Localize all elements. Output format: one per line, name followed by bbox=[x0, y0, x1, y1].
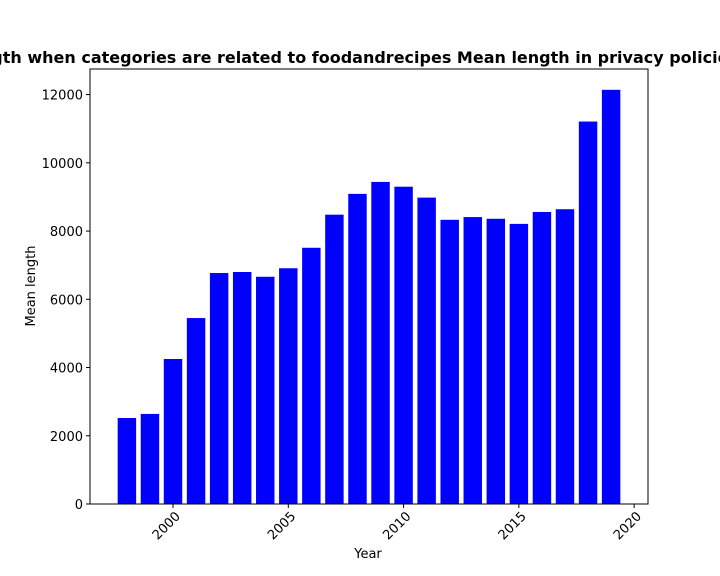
x-tick-label: 2020 bbox=[611, 509, 645, 543]
x-tick-label: 2010 bbox=[380, 509, 414, 543]
y-tick-label: 8000 bbox=[50, 225, 83, 240]
x-tick-label: 2005 bbox=[265, 509, 299, 543]
plot-frame bbox=[89, 68, 649, 505]
bar-2012 bbox=[440, 219, 459, 505]
bar-2014 bbox=[486, 218, 506, 504]
bar-2009 bbox=[371, 181, 390, 504]
bar-2005 bbox=[279, 268, 298, 504]
bar-2015 bbox=[509, 223, 529, 504]
bar-2003 bbox=[232, 272, 252, 504]
y-tick-label: 12000 bbox=[42, 89, 83, 104]
bar-2011 bbox=[417, 197, 436, 504]
x-axis: 2000 2005 2010 2015 2020 bbox=[150, 504, 645, 543]
y-tick-label: 2000 bbox=[50, 430, 83, 445]
x-tick-label: 2015 bbox=[496, 509, 530, 543]
bar-2018 bbox=[578, 121, 598, 504]
y-tick-label: 10000 bbox=[42, 157, 83, 172]
bar-2010 bbox=[394, 186, 413, 504]
bar-2019 bbox=[601, 89, 621, 504]
y-tick-label: 0 bbox=[75, 498, 83, 513]
bar-2004 bbox=[256, 276, 275, 504]
y-tick-label: 4000 bbox=[50, 362, 83, 377]
bars-group bbox=[117, 89, 621, 505]
bar-1998 bbox=[117, 418, 137, 504]
bar-2008 bbox=[348, 193, 367, 504]
y-tick-label: 6000 bbox=[50, 293, 83, 308]
x-tick-label: 2000 bbox=[150, 509, 184, 543]
bar-2006 bbox=[302, 247, 321, 504]
bar-2000 bbox=[163, 359, 183, 504]
bar-2017 bbox=[555, 209, 575, 504]
bar-2013 bbox=[463, 217, 482, 504]
y-axis-label: Mean length bbox=[24, 246, 39, 327]
chart-title: Mean length when categories are related … bbox=[0, 48, 720, 67]
bar-1999 bbox=[140, 413, 160, 504]
bar-2001 bbox=[186, 318, 206, 504]
bar-2016 bbox=[532, 211, 552, 504]
bar-2002 bbox=[209, 273, 229, 504]
x-axis-label: Year bbox=[353, 547, 382, 562]
y-axis: 0 2000 4000 6000 8000 10000 12000 bbox=[42, 89, 90, 513]
bar-2007 bbox=[325, 214, 344, 504]
